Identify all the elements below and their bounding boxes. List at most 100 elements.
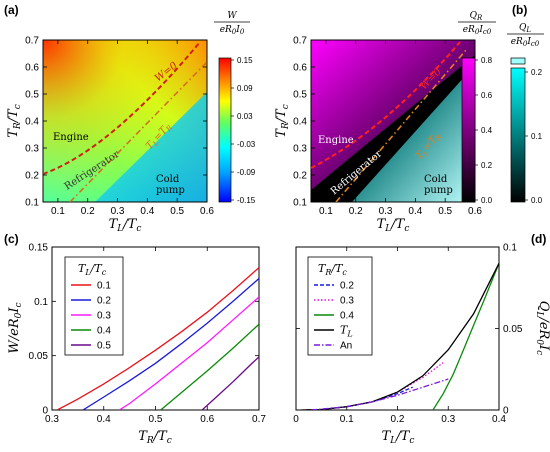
ylabel-d: QL/eR0Ic — [534, 301, 550, 355]
series-line-TL — [301, 263, 499, 410]
legend-label: An — [340, 341, 352, 352]
y-tick-label: 0.5 — [25, 90, 39, 101]
x-tick-label: 0.3 — [441, 414, 455, 425]
colorbar-tick-label: 0.4 — [481, 126, 493, 135]
xlabel-b: TL/Tc — [377, 217, 410, 234]
series-line-04 — [160, 323, 259, 410]
colorbar-tick-label: 0.8 — [481, 56, 493, 65]
xlabel-c: TR/Tc — [138, 429, 172, 446]
legend-label: 0.3 — [97, 311, 111, 322]
x-tick-label: 0.6 — [468, 206, 482, 217]
ylabel-a: TR/Tc — [6, 104, 23, 138]
legend-items-d: 0.2 0.3 0.4 TL An — [314, 281, 354, 352]
colorbar-ticks-a: 0.15 0.09 0.03 -0.03 -0.09 -0.15 — [231, 56, 256, 205]
y-tick-label: 0.1 — [25, 198, 39, 209]
x-tick-label: 0.6 — [200, 414, 214, 425]
legend-label: 0.4 — [340, 311, 354, 322]
legend-items-c: 0.1 0.2 0.3 0.4 0.5 — [71, 281, 111, 352]
series-lines-c — [56, 267, 259, 410]
legend-label: 0.5 — [97, 341, 111, 352]
colorbar-a — [218, 57, 232, 203]
colorbar-title-ql-bottom: eR0Ic0 — [511, 37, 540, 48]
x-tick-label: 0 — [293, 414, 299, 425]
colorbar-qr — [461, 57, 476, 203]
colorbar-tick-label: 0.03 — [237, 112, 253, 121]
colorbar-tick-label: 0.6 — [481, 91, 493, 100]
colorbar-tick-label: 0.0 — [531, 196, 543, 205]
axis-ticks-d: 0 0.1 0.2 0.3 0.400.050.1 — [293, 243, 523, 426]
y-tick-label: 0.7 — [293, 36, 307, 47]
legend-d — [307, 256, 373, 356]
cold-label-b: Cold — [424, 174, 448, 185]
panel-d: (d) 0 0.1 0.2 0.3 0.400.050.1 QL/eR0Ic TL/Tc… — [293, 232, 550, 446]
colorbar-tick-label: 0.2 — [481, 161, 493, 170]
colorbar-title-ql-top: QL — [519, 23, 531, 34]
series-line-04 — [432, 263, 499, 410]
series-line-02 — [82, 278, 259, 410]
heatmap-b — [311, 40, 475, 202]
x-tick-label: 0.1 — [319, 206, 333, 217]
x-tick-label: 0.4 — [492, 414, 506, 425]
colorbar-ql-cap — [510, 57, 526, 65]
x-tick-label: 0.5 — [170, 206, 184, 217]
colorbar-tick-label: -0.03 — [237, 140, 256, 149]
engine-label-b: Engine — [318, 135, 354, 146]
series-line-01 — [56, 267, 259, 410]
colorbar-tick-label: 0.1 — [531, 132, 543, 141]
engine-label-a: Engine — [53, 132, 89, 143]
x-tick-label: 0.5 — [438, 206, 452, 217]
y-tick-label: 0 — [42, 406, 48, 417]
colorbar-tick-label: 0.0 — [481, 196, 493, 205]
legend-label: 0.2 — [340, 281, 354, 292]
legend-label: 0.4 — [97, 326, 111, 337]
y-tick-label: 0.05 — [503, 324, 523, 335]
x-tick-label: 0.2 — [391, 414, 405, 425]
x-tick-label: 0.4 — [408, 206, 422, 217]
panel-a: (a) W=0 TL=TR Engine Refrigerator Cold p… — [4, 3, 256, 234]
x-tick-label: 0.1 — [51, 206, 65, 217]
x-tick-label: 0.4 — [140, 206, 154, 217]
axis-ticks-a: 0.1 0.2 0.3 0.4 0.5 0.6 0.1 0.2 0.3 0.4 0.5 0.6 0.7 — [25, 36, 214, 218]
x-tick-label: 0.6 — [200, 206, 214, 217]
x-tick-label: 0.2 — [81, 206, 95, 217]
panel-label-b: (b) — [512, 3, 527, 17]
pump-label-b: pump — [424, 185, 453, 196]
colorbar-ql — [510, 67, 526, 203]
axis-ticks-c: 0.3 0.4 0.5 0.6 0.7 0 0.05 0.1 0.15 — [29, 243, 267, 426]
x-tick-label: 0.3 — [45, 414, 59, 425]
x-tick-label: 0.7 — [252, 414, 266, 425]
ylabel-c: W/eR0Ic — [7, 302, 24, 353]
y-tick-label: 0.4 — [25, 117, 39, 128]
w0-curve-b — [311, 41, 461, 169]
axis-ticks-b: 0.1 0.2 0.3 0.4 0.5 0.6 0.1 0.2 0.3 0.4 0.5 0.6 0.7 — [293, 36, 482, 218]
panel-b: (b) W=0 TL=TR Engine Refrigerator Cold p… — [274, 3, 544, 234]
tl-eq-tr-line-b — [335, 49, 467, 202]
x-tick-label: 0.5 — [149, 414, 163, 425]
ylabel-b: TR/Tc — [274, 104, 291, 138]
y-tick-label: 0 — [503, 406, 509, 417]
y-tick-label: 0.15 — [29, 243, 49, 254]
legend-label: TL — [340, 324, 353, 339]
tl-eq-tr-line-a — [69, 61, 207, 202]
colorbar-title-qr-top: QR — [470, 11, 483, 22]
y-tick-label: 0.3 — [293, 144, 307, 155]
x-tick-label: 0.2 — [349, 206, 363, 217]
colorbar-title-a-bottom: eR0I0 — [220, 25, 245, 36]
legend-label: 0.2 — [97, 296, 111, 307]
y-tick-label: 0.7 — [25, 36, 39, 47]
x-tick-label: 0.1 — [340, 414, 354, 425]
y-tick-label: 0.2 — [25, 171, 39, 182]
y-tick-label: 0.1 — [293, 198, 307, 209]
y-tick-label: 0.1 — [503, 243, 517, 254]
panel-label-d: (d) — [531, 232, 546, 246]
colorbar-tick-label: 0.09 — [237, 84, 253, 93]
x-tick-label: 0.4 — [97, 414, 111, 425]
legend-title-c: TL/Tc — [78, 262, 107, 277]
panel-label-a: (a) — [4, 3, 19, 17]
colorbar-ticks-qr: 0.8 0.6 0.4 0.2 0.0 — [475, 56, 493, 205]
panel-label-c: (c) — [4, 232, 19, 246]
series-lines-d — [301, 263, 499, 410]
series-line-An — [311, 378, 449, 410]
colorbar-title-qr-bottom: eR0Ic0 — [463, 25, 492, 36]
